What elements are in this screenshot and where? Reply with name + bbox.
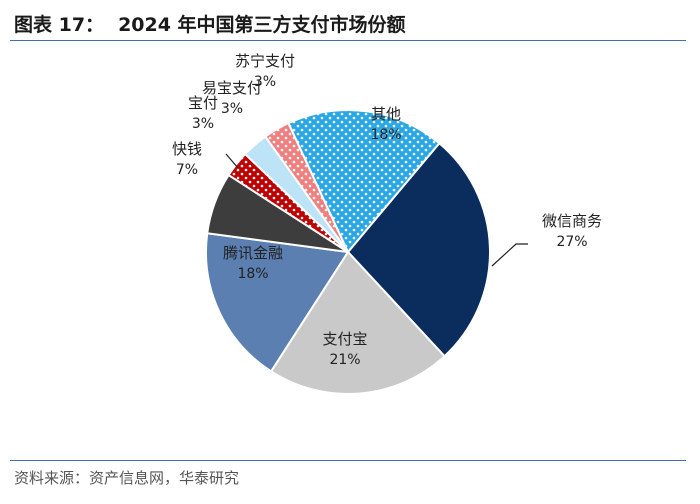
figure-label: 图表 17： <box>14 14 105 36</box>
slice-label-4: 快钱 <box>172 140 202 158</box>
chart-title: 图表 17： 2024 年中国第三方支付市场份额 <box>14 10 406 37</box>
slice-5-pattern <box>228 154 348 252</box>
slice-8-pattern <box>288 109 440 252</box>
slice-1 <box>346 141 491 358</box>
slice-label-3: 腾讯金融 <box>223 244 283 262</box>
pie-slices <box>205 109 491 395</box>
slice-value-6: 3% <box>221 101 243 117</box>
slice-value-3: 18% <box>237 266 268 282</box>
slice-label-7: 苏宁支付 <box>235 52 295 70</box>
slice-value-8: 18% <box>370 127 401 143</box>
slice-label-6: 易宝支付 <box>202 79 262 97</box>
leader-line-5 <box>225 153 239 169</box>
slice-label-5: 宝付 <box>188 94 218 112</box>
slice-label-8: 其他 <box>371 105 401 123</box>
slice-value-7: 3% <box>254 74 276 90</box>
pie-chart: 微信商务27%支付宝21%腾讯金融18%快钱7%宝付3%易宝支付3%苏宁支付3%… <box>172 52 602 395</box>
slice-value-1: 27% <box>556 234 587 250</box>
slice-7-pattern <box>265 123 348 252</box>
slice-label-1: 微信商务 <box>542 212 602 230</box>
slice-3 <box>205 232 350 373</box>
footer: 资料来源：资产信息网，华泰研究 <box>10 460 686 497</box>
slice-label-2: 支付宝 <box>322 330 367 348</box>
title-text: 2024 年中国第三方支付市场份额 <box>118 14 406 36</box>
pie-labels: 微信商务27%支付宝21%腾讯金融18%快钱7%宝付3%易宝支付3%苏宁支付3%… <box>172 52 602 368</box>
slice-value-4: 7% <box>176 162 198 178</box>
slice-value-5: 3% <box>192 116 214 132</box>
slice-2 <box>269 250 446 395</box>
leader-line-1 <box>491 243 528 267</box>
title-bar: 图表 17： 2024 年中国第三方支付市场份额 <box>10 6 686 41</box>
chart-area: 微信商务 27% 支付宝 21% 腾讯金融 18% 快钱 7% 宝付 3% 易宝支付 3% 苏宁支付 3%… <box>0 44 700 454</box>
slice-value-2: 21% <box>329 352 360 368</box>
source-note: 资料来源：资产信息网，华泰研究 <box>14 469 240 487</box>
